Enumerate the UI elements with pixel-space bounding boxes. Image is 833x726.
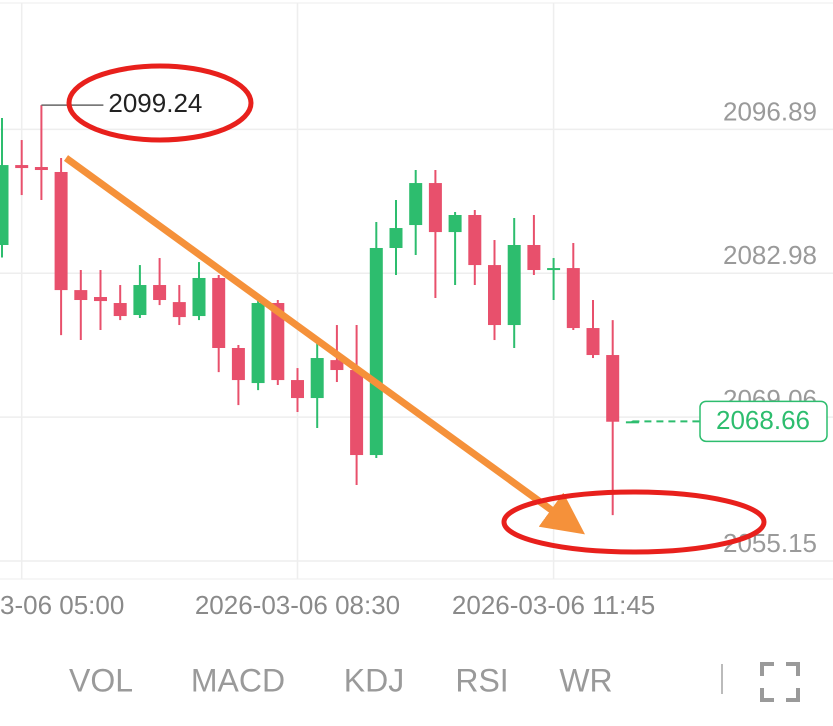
candle-body — [113, 303, 127, 317]
candle-body — [547, 268, 561, 271]
annotations — [63, 63, 767, 555]
candle-body — [15, 165, 29, 169]
candle-body — [369, 247, 383, 456]
candle-body — [566, 268, 580, 329]
candle-body — [488, 265, 501, 326]
candle-body — [330, 360, 344, 371]
candle-body — [310, 358, 324, 399]
candle-body — [251, 303, 265, 384]
candle-body — [291, 380, 304, 399]
indicator-toolbar: VOL MACD KDJ RSI WR — [69, 662, 800, 702]
highlight-circle — [66, 63, 254, 143]
candle-body — [586, 328, 600, 356]
indicator-tab[interactable]: KDJ — [344, 662, 404, 698]
candle-body — [74, 290, 88, 301]
candle-body — [350, 370, 364, 456]
candle-body — [389, 228, 403, 248]
x-tick-label: 3-06 05:00 — [0, 590, 124, 620]
candle-body — [192, 277, 206, 317]
indicator-tab[interactable]: MACD — [191, 662, 285, 698]
candle-body — [507, 244, 521, 326]
candle-body — [428, 183, 442, 233]
candle-body — [606, 355, 620, 422]
high-label: 2099.24 — [108, 88, 202, 118]
indicator-tab[interactable]: VOL — [69, 662, 133, 698]
last-price-label: 2068.66 — [716, 405, 810, 435]
indicator-tab[interactable]: WR — [559, 662, 612, 698]
candle-body — [409, 183, 423, 226]
candle-body — [94, 297, 107, 302]
trend-arrow — [63, 155, 586, 535]
highlight-circle — [501, 489, 767, 555]
candle-body — [172, 302, 186, 318]
x-tick-label: 2026-03-06 08:30 — [195, 590, 400, 620]
candles — [0, 105, 639, 516]
y-tick-label: 2082.98 — [723, 240, 817, 270]
indicator-tab[interactable]: RSI — [455, 662, 508, 698]
candle-body — [231, 347, 245, 381]
x-tick-label: 2026-03-06 11:45 — [452, 590, 655, 620]
candle-body — [271, 303, 285, 381]
last-price-box — [699, 400, 828, 443]
candle-body — [54, 171, 68, 291]
candle-body — [0, 165, 9, 245]
candle-body — [153, 285, 167, 301]
candle-body — [212, 277, 226, 348]
candle-body — [34, 167, 48, 171]
candle-body — [527, 244, 541, 271]
candle-body — [448, 215, 462, 233]
y-tick-label: 2096.89 — [723, 96, 817, 126]
fullscreen-icon[interactable] — [760, 662, 800, 702]
candle-body — [133, 285, 147, 316]
candle-body — [468, 215, 482, 266]
y-tick-label: 2055.15 — [723, 528, 817, 558]
